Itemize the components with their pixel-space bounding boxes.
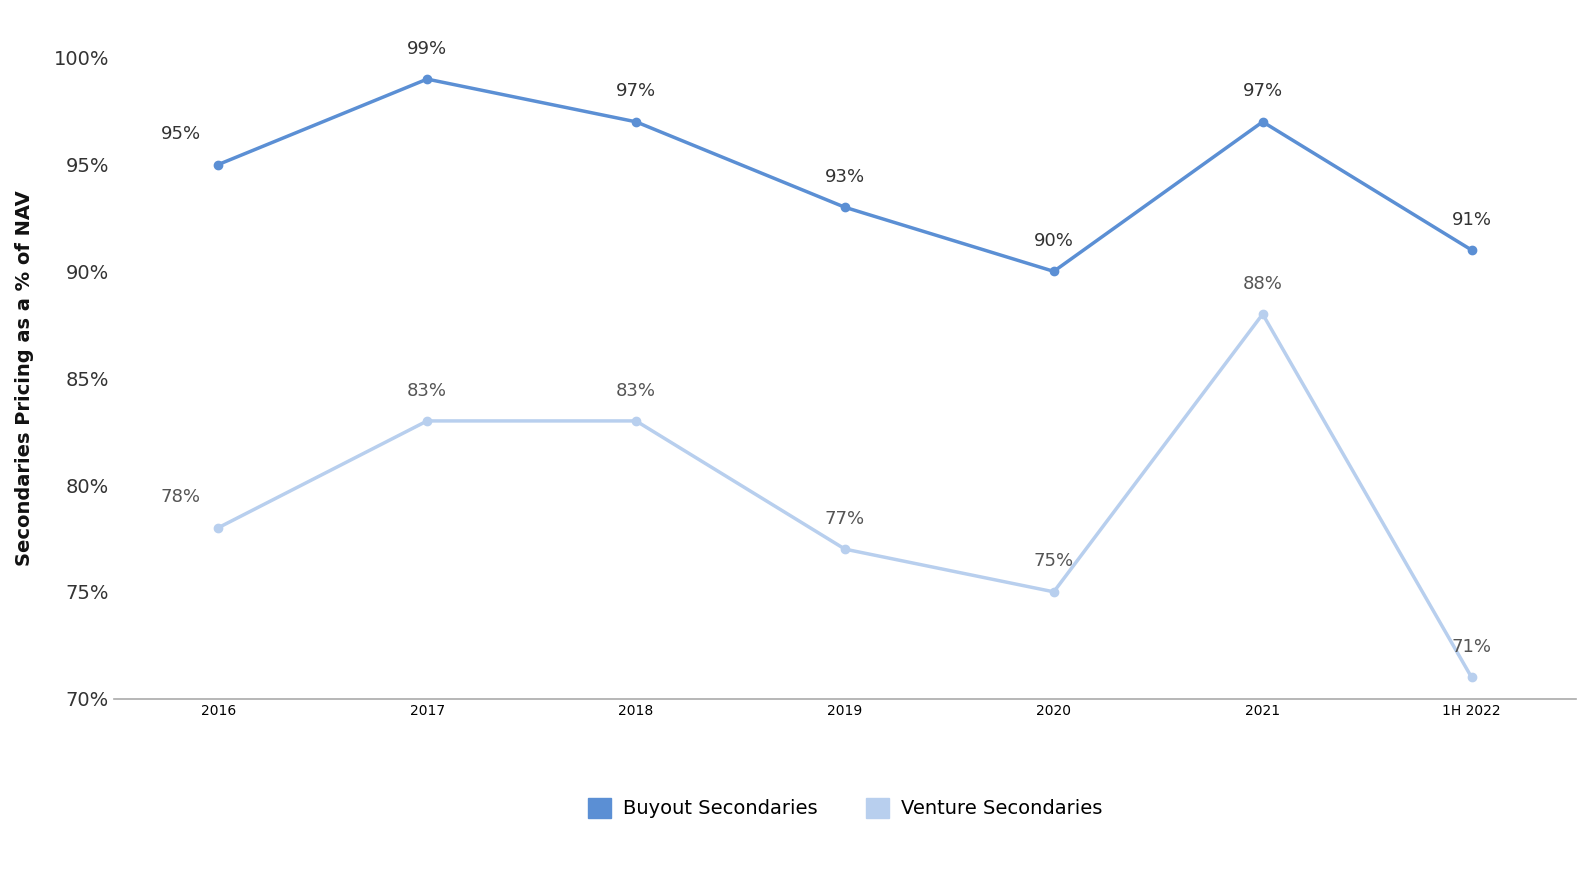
Text: 93%: 93% [824,168,866,186]
Text: 99%: 99% [407,40,447,58]
Text: 83%: 83% [616,381,655,399]
Text: 75%: 75% [1034,552,1074,571]
Venture Secondaries [1044,587,1063,597]
Y-axis label: Secondaries Pricing as a % of NAV: Secondaries Pricing as a % of NAV [14,190,33,566]
Line: Buyout Secondaries: Buyout Secondaries [215,75,1476,276]
Buyout Secondaries [1462,244,1481,255]
Text: 97%: 97% [616,83,655,100]
Text: 97%: 97% [1243,83,1282,100]
Buyout Secondaries [835,202,854,212]
Buyout Secondaries [417,74,436,84]
Buyout Secondaries [208,159,228,170]
Text: 91%: 91% [1451,211,1491,228]
Legend: Buyout Secondaries, Venture Secondaries: Buyout Secondaries, Venture Secondaries [579,790,1111,826]
Text: 90%: 90% [1034,232,1074,250]
Venture Secondaries [1462,672,1481,683]
Venture Secondaries [627,415,646,426]
Line: Venture Secondaries: Venture Secondaries [215,310,1476,682]
Text: 83%: 83% [407,381,447,399]
Text: 78%: 78% [161,488,200,507]
Buyout Secondaries [1044,266,1063,276]
Text: 71%: 71% [1451,638,1491,656]
Buyout Secondaries [1254,116,1273,127]
Venture Secondaries [417,415,436,426]
Text: 95%: 95% [161,125,200,143]
Buyout Secondaries [627,116,646,127]
Venture Secondaries [208,523,228,533]
Venture Secondaries [835,544,854,555]
Text: 77%: 77% [824,509,866,528]
Text: 88%: 88% [1243,275,1282,292]
Venture Secondaries [1254,308,1273,319]
